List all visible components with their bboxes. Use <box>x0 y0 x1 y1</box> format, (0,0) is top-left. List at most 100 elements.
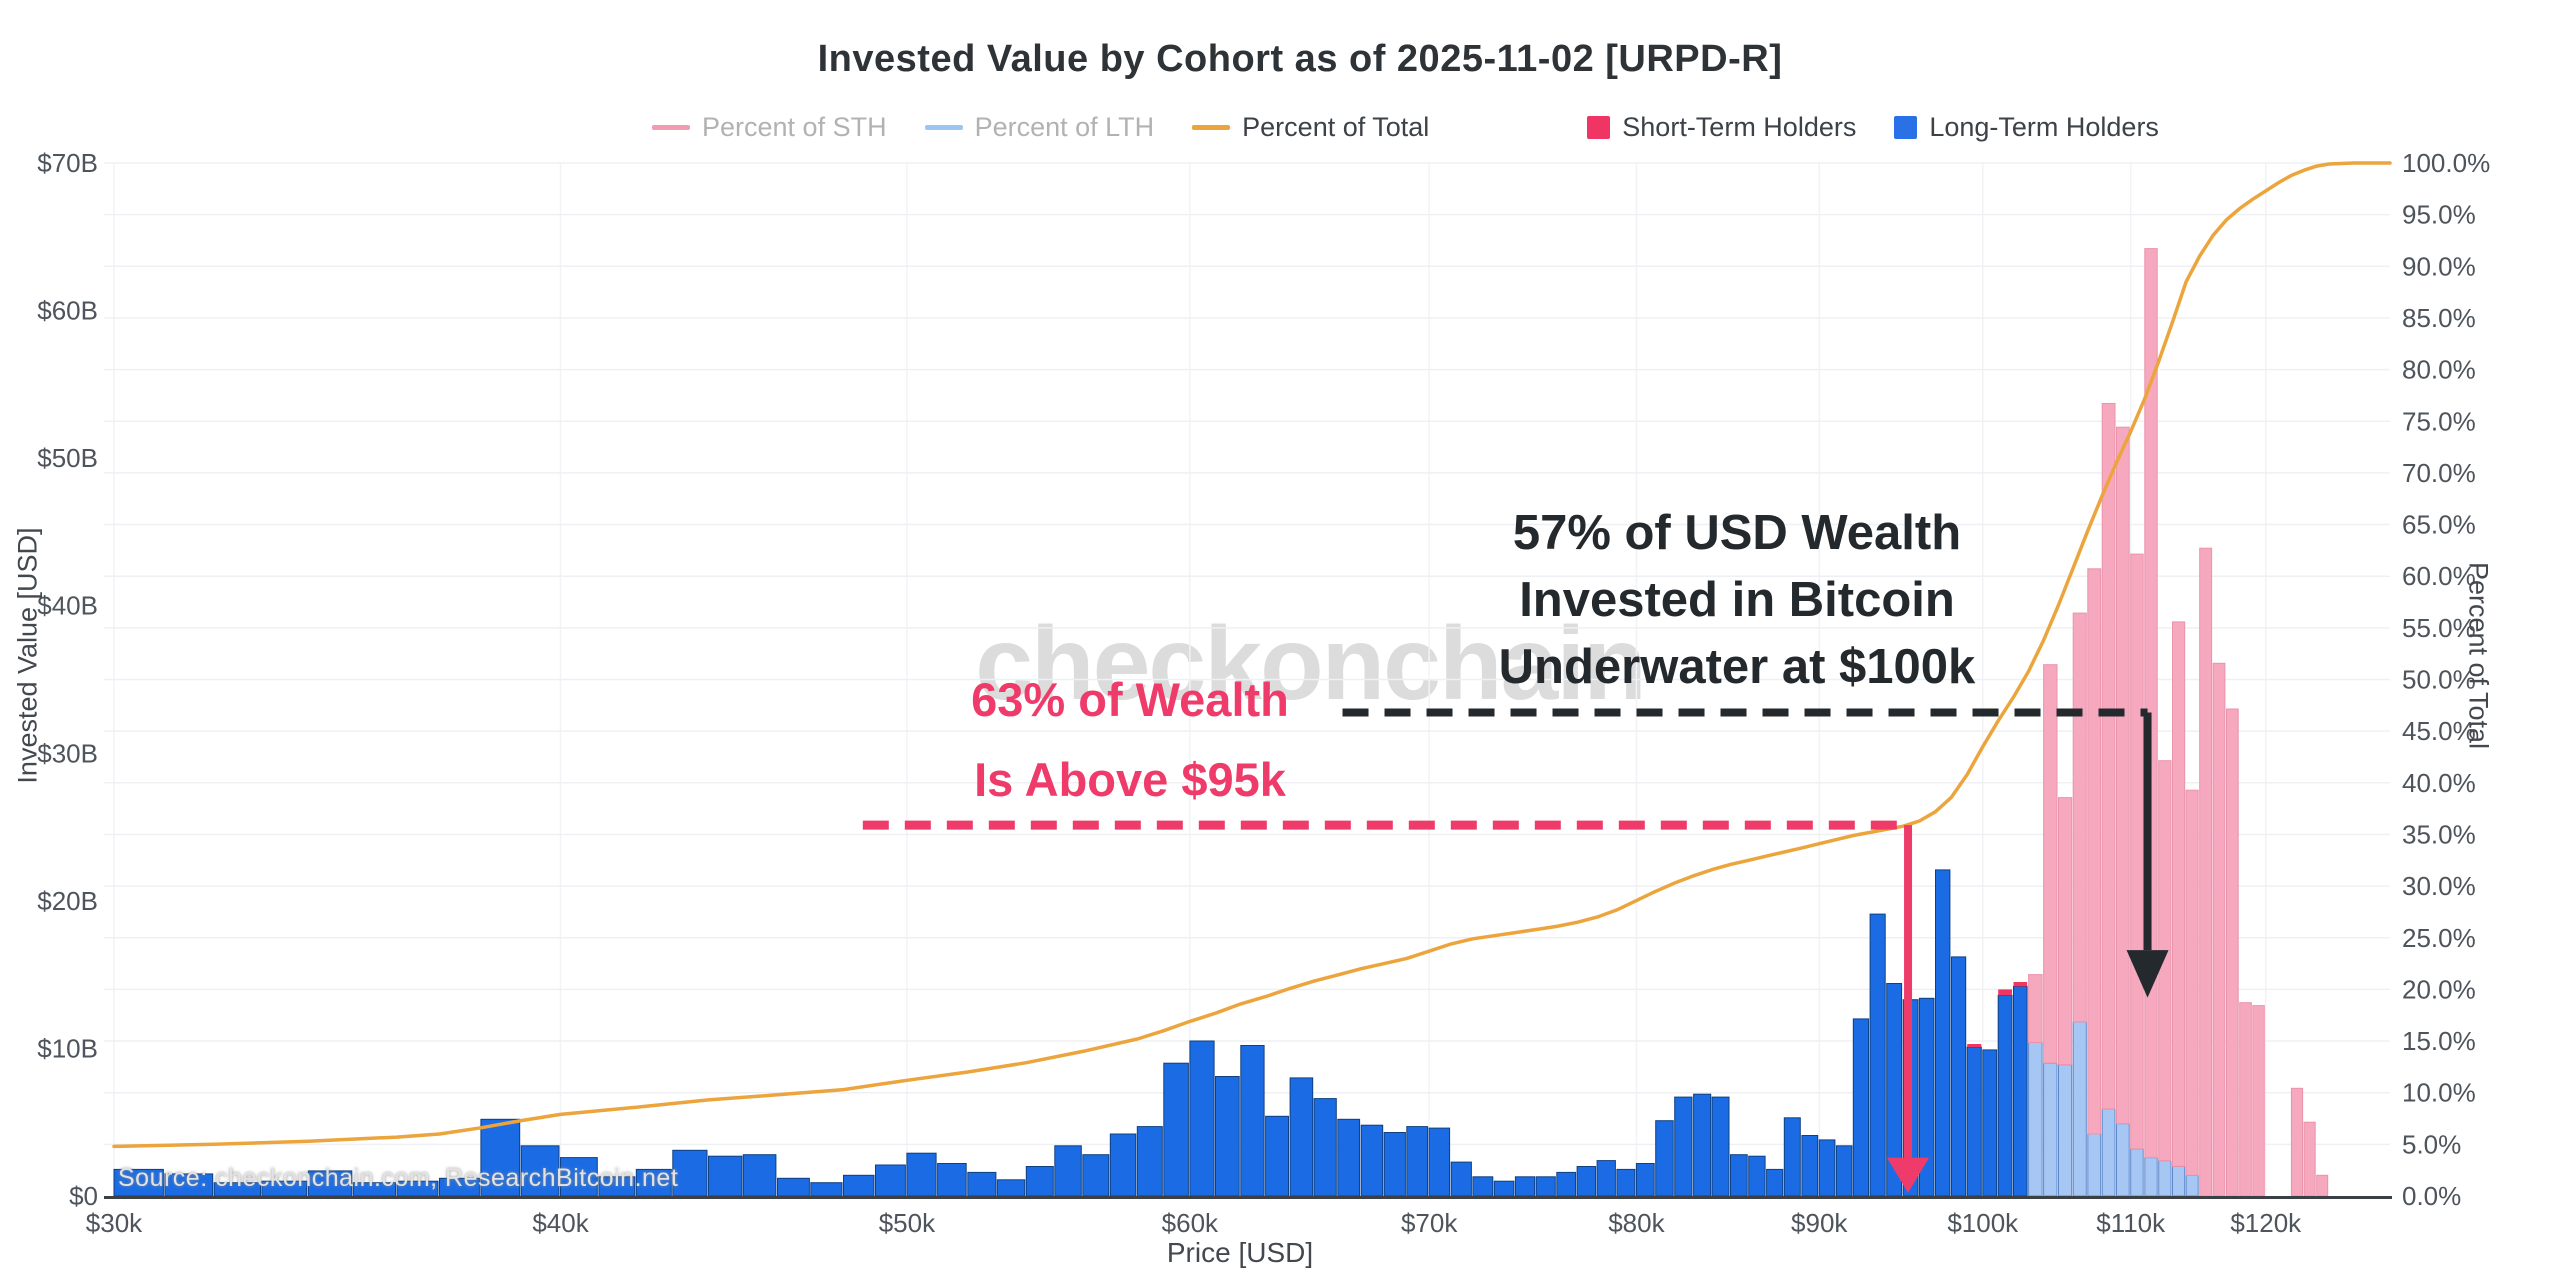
y-left-tick-label: $50B <box>37 443 98 473</box>
y-left-tick-label: $60B <box>37 296 98 326</box>
legend-item-label: Short-Term Holders <box>1622 112 1857 142</box>
bar-long-term-holders <box>875 1164 906 1197</box>
bar-long-term-holders <box>1997 994 2013 1197</box>
watermark: checkonchain <box>975 606 1647 722</box>
legend-item-percent-of-lth[interactable]: Percent of LTH <box>924 112 1154 143</box>
y-right-tick-label: 80.0% <box>2402 355 2476 385</box>
bar-long-term-holders <box>1766 1168 1784 1197</box>
x-axis-title: Price [USD] <box>1166 1237 1314 1268</box>
x-tick-label: $80k <box>1608 1208 1665 1238</box>
bar-short-term-holders <box>2199 547 2213 1197</box>
x-tick-label: $100k <box>1947 1208 2019 1238</box>
legend-square-swatch <box>1587 116 1611 139</box>
bar-short-term-holders <box>2172 621 2186 1167</box>
bar-long-term-holders <box>1215 1076 1240 1197</box>
bar-long-term-holders-overlap <box>2101 1108 2116 1197</box>
percent-of-total-line <box>112 161 2392 1149</box>
bar-long-term-holders <box>1109 1133 1137 1197</box>
source-note: Source: checkonchain.com, ResearchBitcoi… <box>118 1164 679 1192</box>
bar-long-term-holders-overlap <box>2130 1148 2144 1197</box>
bar-long-term-holders <box>1852 1018 1870 1197</box>
bar-long-term-holders <box>113 1168 164 1197</box>
bar-long-term-holders <box>635 1168 672 1197</box>
bar-long-term-holders <box>1428 1127 1451 1197</box>
bar-short-term-holders <box>2116 426 2130 1125</box>
bar-long-term-holders <box>1313 1098 1337 1197</box>
bar-long-term-holders <box>560 1157 598 1197</box>
bar-long-term-holders-overlap <box>2028 1042 2043 1197</box>
bar-long-term-holders <box>1576 1166 1597 1197</box>
bar-long-term-holders <box>810 1182 843 1197</box>
bar-long-term-holders <box>480 1118 521 1197</box>
bar-long-term-holders <box>1655 1120 1674 1197</box>
bar-short-term-holders <box>2087 568 2102 1135</box>
legend-item-long-term-holders[interactable]: Long-Term Holders <box>1894 112 2159 143</box>
bar-long-term-holders <box>1025 1166 1054 1197</box>
bar-long-term-holders <box>1616 1168 1636 1197</box>
y-axis-title-right: Percent of Total <box>2463 561 2494 750</box>
bar-long-term-holders <box>906 1152 937 1197</box>
bar-long-term-holders <box>1596 1160 1616 1197</box>
y-left-tick-label: $30B <box>37 738 98 768</box>
bar-short-term-holders <box>2101 403 2116 1110</box>
bar-long-term-holders-overlap <box>2043 1062 2058 1197</box>
pink-arrow-head <box>1887 1157 1930 1193</box>
bar-long-term-holders <box>1966 1046 1982 1197</box>
bar-long-term-holders-overlap <box>2185 1174 2199 1197</box>
annotation-line: Is Above $95k <box>974 753 1286 806</box>
bar-long-term-holders <box>742 1154 777 1197</box>
bar-long-term-holders <box>1189 1040 1215 1197</box>
bar-short-term-holders <box>2058 797 2073 1066</box>
bar-short-term-holders <box>2130 553 2144 1150</box>
bar-short-term-holders <box>2212 662 2226 1197</box>
bar-long-term-holders <box>1748 1155 1766 1197</box>
y-right-tick-label: 55.0% <box>2402 613 2476 643</box>
x-tick-label: $90k <box>1791 1208 1848 1238</box>
bar-long-term-holders <box>1383 1132 1406 1197</box>
bar-long-term-holders <box>1265 1115 1289 1197</box>
annotation-line: 63% of Wealth <box>971 673 1289 726</box>
y-right-tick-label: 95.0% <box>2402 200 2476 230</box>
bar-long-term-holders <box>996 1179 1026 1197</box>
bar-long-term-holders-overlap <box>2087 1133 2102 1197</box>
x-tick-label: $40k <box>532 1208 589 1238</box>
bar-long-term-holders-overlap <box>2172 1166 2186 1197</box>
annotation-line: Underwater at $100k <box>1498 640 1976 694</box>
bar-long-term-holders-overlap <box>2116 1123 2130 1197</box>
bar-long-term-holders <box>1635 1163 1655 1197</box>
bar-short-term-holders <box>2239 1002 2252 1197</box>
bar-long-term-holders <box>2013 985 2028 1197</box>
bar-short-term-holders <box>2316 1174 2329 1197</box>
bar-long-term-holders <box>1450 1161 1472 1197</box>
legend-item-percent-of-sth[interactable]: Percent of STH <box>652 112 887 143</box>
bar-long-term-holders <box>1835 1145 1853 1197</box>
bar-long-term-holders <box>520 1145 560 1197</box>
y-right-tick-label: 35.0% <box>2402 819 2476 849</box>
annotation-underwater-100k: 57% of USD Wealth Invested in Bitcoin Un… <box>1287 500 2187 701</box>
legend-square-swatch <box>1894 116 1918 139</box>
bar-long-term-holders-overlap <box>2158 1160 2172 1197</box>
bar-long-term-holders <box>1674 1096 1693 1197</box>
bar-long-term-holders <box>1493 1180 1515 1197</box>
legend-line-swatch <box>652 125 690 130</box>
y-right-tick-label: 0.0% <box>2402 1181 2461 1211</box>
y-right-tick-label: 5.0% <box>2402 1129 2461 1159</box>
legend-item-label: Long-Term Holders <box>1929 112 2159 142</box>
bar-short-term-holders <box>2226 708 2239 1197</box>
legend-item-percent-of-total[interactable]: Percent of Total <box>1192 112 1429 143</box>
y-axis-title-left: Invested Value [USD] <box>12 527 43 784</box>
bar-long-term-holders <box>1818 1139 1836 1197</box>
x-tick-label: $50k <box>879 1208 936 1238</box>
annotation-line: 57% of USD Wealth <box>1512 506 1962 560</box>
bar-long-term-holders <box>1535 1176 1556 1197</box>
legend-item-short-term-holders[interactable]: Short-Term Holders <box>1587 112 1856 143</box>
x-tick-label: $30k <box>86 1208 143 1238</box>
y-left-tick-label: $70B <box>37 148 98 178</box>
dark-arrow-head <box>2126 950 2169 998</box>
bar-short-term-holders <box>2043 664 2058 1064</box>
bar-long-term-holders <box>1730 1154 1748 1197</box>
bar-long-term-holders-overlap <box>2072 1021 2087 1197</box>
bar-long-term-holders <box>708 1155 743 1197</box>
bar-long-term-holders <box>777 1177 810 1197</box>
